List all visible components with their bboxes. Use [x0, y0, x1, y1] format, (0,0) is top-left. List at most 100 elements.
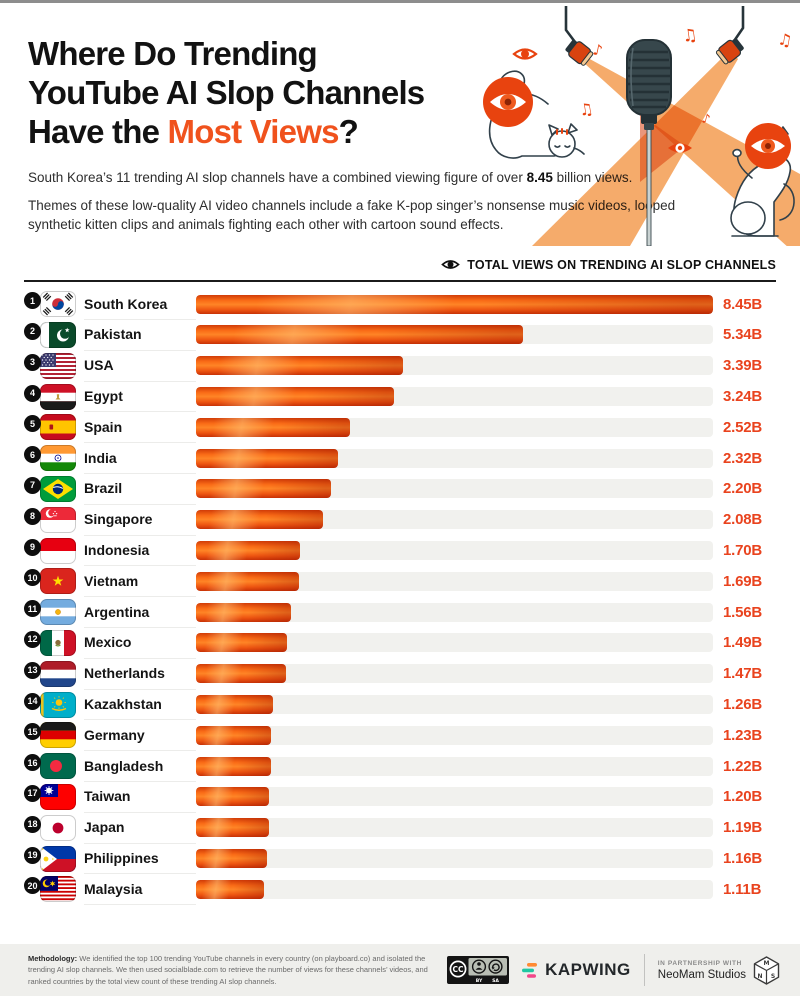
eye-outline-icon: [512, 48, 538, 60]
rank-badge: 11: [24, 600, 41, 618]
bar-track: [196, 818, 713, 838]
rank-badge: 18: [24, 815, 41, 833]
cat-right-illustration: [730, 126, 795, 237]
eye-badge-right-icon: [745, 123, 791, 169]
rank-badge: 8: [24, 507, 41, 525]
flag-kz-icon: [40, 691, 76, 718]
bar-fill: [196, 818, 269, 838]
flag-cell: 12: [24, 629, 84, 656]
flag-kr-icon: [40, 291, 76, 318]
country-label: Argentina: [84, 596, 196, 629]
value-label: 1.69B: [723, 572, 763, 590]
bar-row: 12 Mexico 1.49B: [24, 628, 774, 659]
value-label: 2.20B: [723, 480, 763, 498]
country-label: Spain: [84, 411, 196, 444]
flag-sg-icon: [40, 506, 76, 533]
bar-fill: [196, 787, 270, 807]
flag-cell: 5: [24, 414, 84, 441]
country-label: Egypt: [84, 381, 196, 413]
bar-row: 13 Netherlands 1.47B: [24, 658, 774, 690]
flag-cell: 17: [24, 783, 84, 810]
music-note-icons: ♪ ♫ ♫ ♪ ♫: [577, 25, 793, 128]
cc-icon: CC: [449, 960, 467, 978]
bar-track: [196, 417, 713, 437]
country-label: India: [84, 442, 196, 475]
bar-row: 15 Germany 1.23B: [24, 720, 774, 752]
flag-cell: 3: [24, 352, 84, 379]
svg-text:BY: BY: [476, 978, 483, 984]
cc-license-badge: CC BY SA: [447, 956, 510, 984]
flag-mx-icon: [40, 629, 76, 656]
bar-row: 9 Indonesia 1.70B: [24, 535, 774, 567]
bar-row: 16 Bangladesh 1.22B: [24, 750, 774, 783]
bar-fill: [196, 725, 272, 745]
bar-fill: [196, 756, 271, 776]
eye-icon: [441, 260, 461, 270]
value-label: 1.23B: [723, 726, 763, 744]
bar-track: [196, 294, 713, 314]
bar-fill: [196, 510, 324, 530]
flag-cell: 19: [24, 845, 84, 872]
country-label: Taiwan: [84, 781, 196, 813]
bar-row: 6 India 2.32B: [24, 442, 774, 475]
value-label: 1.47B: [723, 665, 763, 683]
chart-header-label: TOTAL VIEWS ON TRENDING AI SLOP CHANNELS: [467, 257, 776, 272]
flag-pk-icon: [40, 321, 76, 348]
flag-cell: 6: [24, 445, 84, 472]
bar-track: [196, 756, 713, 776]
country-label: Singapore: [84, 504, 196, 536]
flag-cell: 7: [24, 475, 84, 502]
bar-chart: 1 South Korea 8.45B 2 Pakistan 5.34B 3 USA 3.39B…: [0, 289, 800, 906]
flag-ph-icon: [40, 845, 76, 872]
flag-es-icon: [40, 414, 76, 441]
rank-badge: 17: [24, 784, 41, 802]
bar-row: 20 Malaysia 1.11B: [24, 874, 774, 906]
flag-us-icon: [40, 352, 76, 379]
flag-vn-icon: [40, 568, 76, 595]
country-label: Pakistan: [84, 319, 196, 351]
rank-badge: 10: [24, 569, 41, 587]
flag-cell: 11: [24, 599, 84, 626]
bar-row: 3 USA 3.39B: [24, 350, 774, 382]
flag-jp-icon: [40, 814, 76, 841]
by-icon: [472, 959, 487, 974]
bar-track: [196, 787, 713, 807]
bar-fill: [196, 417, 351, 437]
bar-fill: [196, 879, 264, 899]
partnership-block: IN PARTNERSHIP WITH NeoMam Studios M N S: [657, 955, 780, 985]
bar-track: [196, 664, 713, 684]
bar-row: 8 Singapore 2.08B: [24, 504, 774, 536]
flag-my-icon: [40, 876, 76, 903]
bar-row: 7 Brazil 2.20B: [24, 474, 774, 505]
spotlight-left-icon: [564, 6, 594, 66]
rank-badge: 7: [24, 476, 41, 494]
bar-track: [196, 448, 713, 468]
value-label: 1.22B: [723, 757, 763, 775]
page-title: Where Do Trending YouTube AI Slop Channe…: [28, 35, 425, 150]
bar-fill: [196, 325, 523, 345]
flag-eg-icon: [40, 383, 76, 410]
bar-row: 19 Philippines 1.16B: [24, 843, 774, 875]
flag-cell: 20: [24, 876, 84, 903]
value-label: 2.52B: [723, 418, 763, 436]
bar-track: [196, 725, 713, 745]
description-text: Themes of these low-quality AI video cha…: [28, 198, 676, 232]
flag-bd-icon: [40, 753, 76, 780]
value-label: 2.08B: [723, 511, 763, 529]
rank-badge: 2: [24, 322, 41, 340]
bar-track: [196, 633, 713, 653]
flag-tw-icon: [40, 783, 76, 810]
footer-divider: [643, 954, 645, 986]
value-label: 8.45B: [723, 295, 763, 313]
sa-icon: [488, 959, 503, 974]
country-label: Bangladesh: [84, 750, 196, 783]
neomam-logo-icon: M N S: [753, 955, 780, 985]
bar-track: [196, 510, 713, 530]
value-label: 1.19B: [723, 819, 763, 837]
partner-name: NeoMam Studios: [657, 968, 746, 981]
bar-track: [196, 356, 713, 376]
country-label: Vietnam: [84, 565, 196, 598]
country-label: Indonesia: [84, 535, 196, 567]
value-label: 1.26B: [723, 696, 763, 714]
bar-fill: [196, 633, 288, 653]
